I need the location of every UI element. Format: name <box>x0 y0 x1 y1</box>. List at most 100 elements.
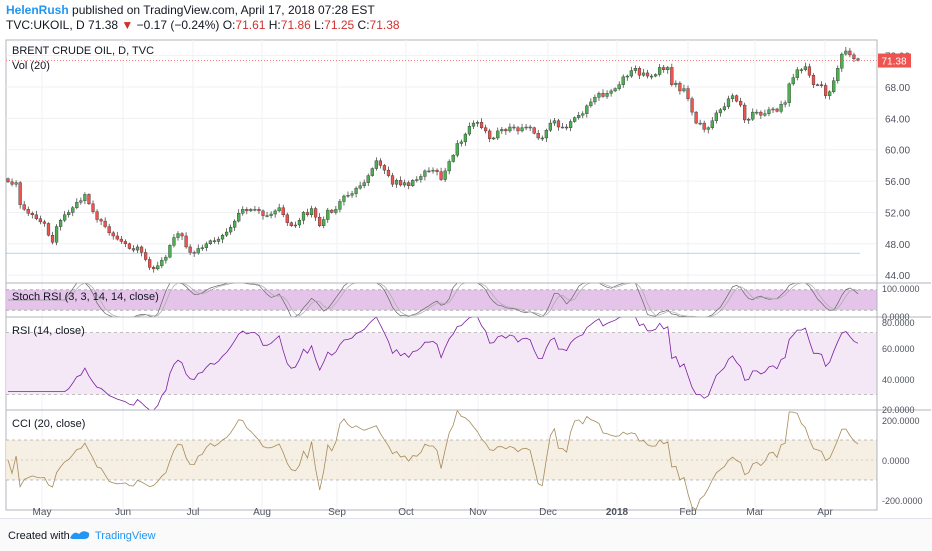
candle-body[interactable] <box>593 97 597 103</box>
candle-body[interactable] <box>50 234 55 243</box>
candle-body[interactable] <box>83 194 87 201</box>
candle-body[interactable] <box>556 120 561 128</box>
candle-body[interactable] <box>289 222 293 226</box>
candle-body[interactable] <box>224 231 229 236</box>
candle-body[interactable] <box>670 67 674 85</box>
candle-body[interactable] <box>91 203 95 212</box>
candle-body[interactable] <box>229 227 233 233</box>
candle-body[interactable] <box>605 93 609 97</box>
candle-body[interactable] <box>714 112 718 121</box>
candle-body[interactable] <box>755 111 759 114</box>
candle-body[interactable] <box>322 219 326 226</box>
candle-body[interactable] <box>536 133 540 139</box>
candle-body[interactable] <box>548 122 552 131</box>
candle-body[interactable] <box>277 207 281 212</box>
candle-body[interactable] <box>42 221 47 224</box>
candle-body[interactable] <box>6 178 10 183</box>
tradingview-logo-icon[interactable] <box>68 528 92 542</box>
candle-body[interactable] <box>662 67 666 70</box>
candle-body[interactable] <box>208 240 212 245</box>
candle-body[interactable] <box>443 170 447 180</box>
candle-body[interactable] <box>172 237 176 246</box>
candle-body[interactable] <box>390 175 395 185</box>
candle-body[interactable] <box>281 207 285 216</box>
candle-body[interactable] <box>164 256 168 261</box>
candle-body[interactable] <box>682 88 686 92</box>
candle-body[interactable] <box>350 193 354 196</box>
candle-body[interactable] <box>67 212 71 216</box>
candle-body[interactable] <box>435 169 439 172</box>
candle-body[interactable] <box>694 111 698 124</box>
candle-body[interactable] <box>135 246 140 251</box>
candle-body[interactable] <box>654 74 658 77</box>
candle-body[interactable] <box>674 82 678 85</box>
candle-body[interactable] <box>544 129 548 139</box>
candle-body[interactable] <box>314 208 318 218</box>
candle-body[interactable] <box>309 208 314 216</box>
candle-body[interactable] <box>609 90 613 94</box>
candle-body[interactable] <box>488 130 492 139</box>
candle-body[interactable] <box>751 111 755 120</box>
candle-body[interactable] <box>285 214 289 223</box>
candle-body[interactable] <box>666 67 670 70</box>
tradingview-link[interactable]: TradingView <box>95 530 156 542</box>
chart-canvas[interactable]: 72.0068.0064.0060.0056.0052.0048.0044.00… <box>0 34 932 518</box>
candle-body[interactable] <box>840 53 844 69</box>
candle-body[interactable] <box>59 220 63 227</box>
candle-body[interactable] <box>403 182 407 186</box>
candle-body[interactable] <box>330 209 334 213</box>
candle-body[interactable] <box>706 127 710 130</box>
candle-body[interactable] <box>484 127 488 132</box>
candle-body[interactable] <box>512 126 516 129</box>
candle-body[interactable] <box>10 181 14 185</box>
candle-body[interactable] <box>836 68 840 81</box>
candle-body[interactable] <box>815 84 820 86</box>
candle-body[interactable] <box>212 240 217 242</box>
candle-body[interactable] <box>852 54 856 60</box>
candle-body[interactable] <box>399 180 403 186</box>
candle-body[interactable] <box>245 209 249 212</box>
candle-body[interactable] <box>492 137 496 140</box>
price-axis[interactable]: 72.0068.0064.0060.0056.0052.0048.0044.00… <box>878 52 923 506</box>
candle-body[interactable] <box>297 220 302 226</box>
candle-body[interactable] <box>447 161 451 172</box>
candle-body[interactable] <box>139 246 144 253</box>
candle-body[interactable] <box>148 259 152 268</box>
candle-body[interactable] <box>807 66 812 76</box>
candle-body[interactable] <box>301 212 306 221</box>
candle-body[interactable] <box>649 75 654 78</box>
candle-body[interactable] <box>779 104 783 112</box>
candle-body[interactable] <box>710 120 714 128</box>
candle-body[interactable] <box>273 210 277 215</box>
candle-body[interactable] <box>71 207 75 213</box>
candle-body[interactable] <box>759 111 763 116</box>
candle-body[interactable] <box>233 220 237 228</box>
candle-body[interactable] <box>791 77 795 85</box>
candle-body[interactable] <box>690 98 694 113</box>
candle-body[interactable] <box>30 213 34 216</box>
candle-body[interactable] <box>95 211 99 220</box>
price-candles[interactable] <box>6 46 877 273</box>
candle-body[interactable] <box>374 160 378 169</box>
candle-body[interactable] <box>196 248 200 254</box>
candle-body[interactable] <box>411 180 415 186</box>
candle-body[interactable] <box>589 101 593 107</box>
candle-body[interactable] <box>127 243 132 249</box>
candle-body[interactable] <box>747 118 751 121</box>
candle-body[interactable] <box>144 252 148 260</box>
candle-body[interactable] <box>338 201 342 210</box>
candle-body[interactable] <box>564 126 569 129</box>
candle-body[interactable] <box>739 100 743 106</box>
candle-body[interactable] <box>382 165 387 171</box>
candle-body[interactable] <box>528 126 532 129</box>
candle-body[interactable] <box>342 195 346 202</box>
candle-body[interactable] <box>844 50 848 55</box>
candle-body[interactable] <box>795 69 799 78</box>
candle-body[interactable] <box>500 129 504 132</box>
candle-body[interactable] <box>46 223 51 236</box>
candle-body[interactable] <box>115 235 119 240</box>
candle-body[interactable] <box>621 76 625 85</box>
candle-body[interactable] <box>819 84 824 86</box>
time-axis[interactable]: May Jun Jul Aug Sep Oct Nov Dec 2018 Feb Mar Apr <box>33 507 834 518</box>
candle-body[interactable] <box>427 170 431 173</box>
